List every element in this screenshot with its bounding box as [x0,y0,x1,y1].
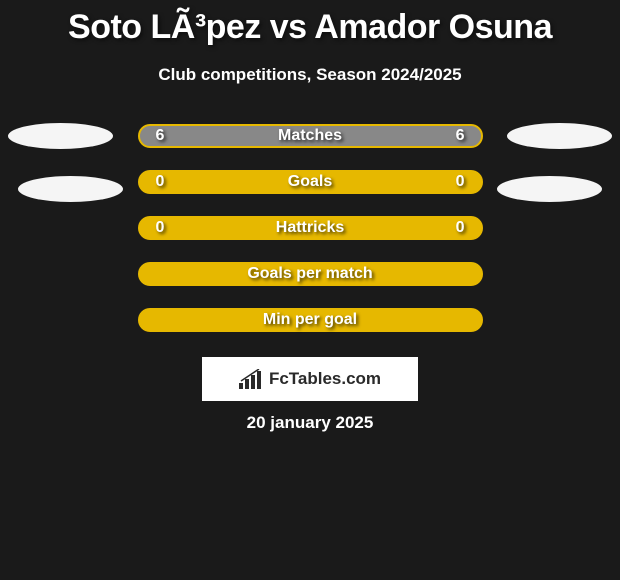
stat-value-left: 0 [156,219,186,237]
stat-value-right: 6 [435,127,465,145]
stat-row-goals: 0 Goals 0 [0,159,620,205]
stat-label: Hattricks [276,219,344,237]
stat-row-matches: 6 Matches 6 [0,113,620,159]
stat-value-left: 6 [156,127,186,145]
stat-bar: 0 Goals 0 [138,170,483,194]
logo-text: FcTables.com [269,369,381,389]
subtitle: Club competitions, Season 2024/2025 [0,65,620,85]
stat-value-left: 0 [156,173,186,191]
stat-value-right: 0 [435,219,465,237]
stat-bar: 6 Matches 6 [138,124,483,148]
stat-bar: 0 Hattricks 0 [138,216,483,240]
comparison-widget: Soto LÃ³pez vs Amador Osuna Club competi… [0,0,620,433]
stat-label: Goals [288,173,332,191]
stat-label: Goals per match [247,265,372,283]
stat-row-goals-per-match: Goals per match [0,251,620,297]
fctables-logo-box[interactable]: FcTables.com [202,357,418,401]
stat-value-right: 0 [435,173,465,191]
stat-label: Min per goal [263,311,357,329]
stat-label: Matches [278,127,342,145]
chart-icon [239,369,263,389]
stat-bar: Min per goal [138,308,483,332]
page-title: Soto LÃ³pez vs Amador Osuna [0,8,620,47]
date-text: 20 january 2025 [0,413,620,433]
stat-row-hattricks: 0 Hattricks 0 [0,205,620,251]
stat-row-min-per-goal: Min per goal [0,297,620,343]
stat-bar: Goals per match [138,262,483,286]
